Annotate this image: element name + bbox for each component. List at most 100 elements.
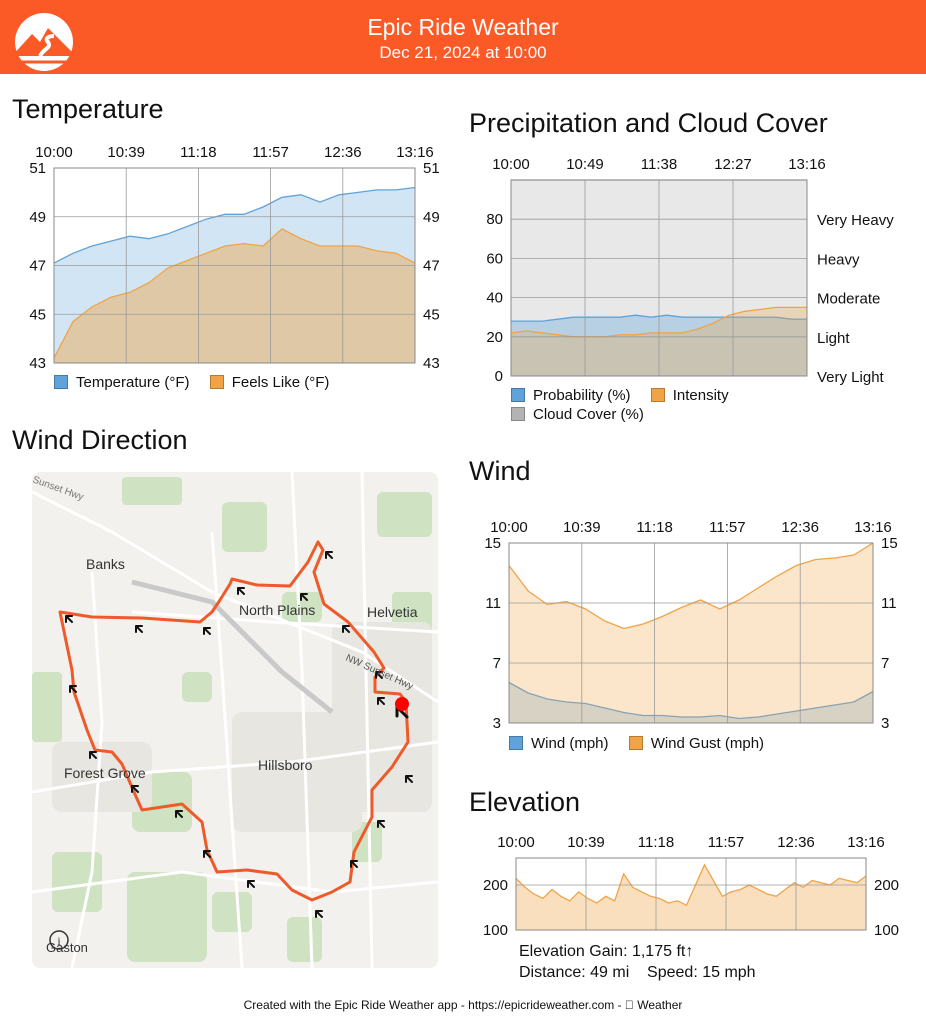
line-feels-like-f <box>53 228 416 359</box>
wind-direction-map[interactable]: Sunset Hwy Banks North Plains Helvetia N… <box>32 472 438 968</box>
legend-item-probability: Probability (%) <box>511 386 631 405</box>
tick-label-y-right: 100 <box>874 922 899 939</box>
legend-label-wind: Wind (mph) <box>531 735 609 752</box>
distance-speed-stats: Distance: 49 mi Speed: 15 mph <box>519 964 756 982</box>
tick-label-y-left: 40 <box>486 290 503 307</box>
tick-label-time: 11:18 <box>180 144 216 161</box>
tick-label-time: 11:18 <box>636 519 672 536</box>
tick-label-y-left: 200 <box>483 877 508 894</box>
tick-label-time: 13:16 <box>396 144 434 161</box>
tick-label-y-right: 15 <box>881 535 898 552</box>
tick-label-time: 10:00 <box>35 144 73 161</box>
legend-item-temperature: Temperature (°F) <box>54 374 190 391</box>
tick-label-time: 12:36 <box>324 144 362 161</box>
wind-chart: 10:00 10:39 11:18 11:57 12:36 13:16 3 3 7 7 11 11 15… <box>484 519 898 732</box>
app-header: Epic Ride Weather Dec 21, 2024 at 10:00 <box>0 0 926 74</box>
tick-label-time: 11:38 <box>641 156 677 173</box>
line-elevation <box>515 863 867 907</box>
intensity-label-heavy: Heavy <box>817 251 860 268</box>
wind-arrows <box>65 551 413 918</box>
line-temperature-f <box>53 186 416 264</box>
app-title: Epic Ride Weather <box>367 14 559 40</box>
epic-ride-logo-icon <box>6 13 82 71</box>
legend-item-wind: Wind (mph) <box>509 735 609 752</box>
wind-direction-title: Wind Direction <box>12 425 188 455</box>
tick-label-y-right: 11 <box>881 595 897 612</box>
plot-border <box>53 167 416 364</box>
legend-label-temperature: Temperature (°F) <box>76 374 190 391</box>
tick-label-y-left: 47 <box>29 258 46 275</box>
tick-label-y-left: 43 <box>29 355 46 372</box>
plot-border <box>510 179 808 377</box>
tick-label-time: 10:00 <box>490 519 528 536</box>
intensity-label-moderate: Moderate <box>817 291 880 308</box>
svg-text:i: i <box>57 934 61 948</box>
plot-border <box>508 542 874 724</box>
map-label-north-plains: North Plains <box>239 602 315 618</box>
area-temperature-f <box>54 187 415 363</box>
tick-label-time: 13:16 <box>847 834 885 851</box>
tick-label-y-left: 100 <box>483 922 508 939</box>
tick-label-time: 11:57 <box>709 519 745 536</box>
precipitation-title: Precipitation and Cloud Cover <box>469 108 828 138</box>
line-wind-mph <box>508 681 874 720</box>
temperature-legend: Temperature (°F) Feels Like (°F) <box>54 374 345 391</box>
map-label-gaston: Gaston <box>46 940 88 955</box>
map-info-icon[interactable]: i <box>49 930 69 950</box>
map-roads <box>32 472 438 968</box>
legend-label-cloud-cover: Cloud Cover (%) <box>533 406 644 423</box>
map-urban-areas <box>52 622 432 832</box>
tick-label-y-right: 200 <box>874 877 899 894</box>
tick-label-time: 11:57 <box>252 144 288 161</box>
area-elevation <box>516 864 866 930</box>
wind-title: Wind <box>469 456 531 486</box>
tick-label-y-left: 80 <box>486 211 503 228</box>
legend-item-intensity: Intensity <box>650 386 729 405</box>
tick-label-y-right: 45 <box>423 306 440 323</box>
footer-credit: Created with the Epic Ride Weather app -… <box>244 998 683 1012</box>
tick-label-time: 10:00 <box>492 156 530 173</box>
tick-label-y-right: 51 <box>423 160 440 177</box>
wind-legend: Wind (mph) Wind Gust (mph) <box>509 735 780 752</box>
tick-label-time: 10:00 <box>497 834 535 851</box>
tick-label-time: 11:18 <box>638 834 674 851</box>
tick-label-y-left: 3 <box>493 715 501 732</box>
map-label-sunset-hwy: Sunset Hwy <box>32 474 85 503</box>
tick-label-time: 13:16 <box>788 156 826 173</box>
tick-label-y-right: 47 <box>423 258 440 275</box>
tick-label-y-right: 49 <box>423 209 440 226</box>
tick-label-y-left: 60 <box>486 250 503 267</box>
tick-label-y-left: 49 <box>29 209 46 226</box>
precipitation-chart: 10:00 10:49 11:38 12:27 13:16 0 20 40 60 80 Very L… <box>486 156 894 386</box>
elevation-title: Elevation <box>469 787 581 817</box>
tick-label-y-left: 15 <box>484 535 501 552</box>
legend-item-wind-gust: Wind Gust (mph) <box>628 735 765 752</box>
tick-label-y-right: 3 <box>881 715 889 732</box>
tick-label-y-left: 11 <box>485 595 501 612</box>
legend-label-intensity: Intensity <box>672 387 729 404</box>
map-label-banks: Banks <box>86 556 125 572</box>
distance-stat: Distance: 49 mi <box>519 964 630 981</box>
map-label-hillsboro: Hillsboro <box>258 757 313 773</box>
ride-date: Dec 21, 2024 at 10:00 <box>379 43 547 62</box>
route-path <box>58 540 410 902</box>
tick-label-y-left: 0 <box>495 368 503 385</box>
legend-label-wind-gust: Wind Gust (mph) <box>650 735 765 752</box>
tick-label-time: 10:39 <box>567 834 605 851</box>
area-feels-like-f <box>54 228 415 363</box>
area-wind-mph <box>509 682 873 723</box>
legend-item-cloud-cover: Cloud Cover (%) <box>511 405 644 424</box>
tick-label-time: 10:49 <box>566 156 604 173</box>
start-marker <box>395 697 409 711</box>
map-label-forest-grove: Forest Grove <box>64 765 146 781</box>
tick-label-time: 11:57 <box>708 834 744 851</box>
area-wind-gust-mph <box>509 543 873 723</box>
tick-label-time: 10:39 <box>107 144 145 161</box>
map-highway <box>131 579 334 714</box>
tick-label-time: 13:16 <box>854 519 892 536</box>
temperature-chart: 10:00 10:39 11:18 11:57 12:36 13:16 43 43 45 45 47… <box>29 144 440 372</box>
legend-label-probability: Probability (%) <box>533 387 631 404</box>
map-canvas: Sunset Hwy Banks North Plains Helvetia N… <box>32 472 438 968</box>
precipitation-legend: Probability (%) Intensity Cloud Cover (%… <box>511 386 745 424</box>
intensity-label-light: Light <box>817 330 850 347</box>
